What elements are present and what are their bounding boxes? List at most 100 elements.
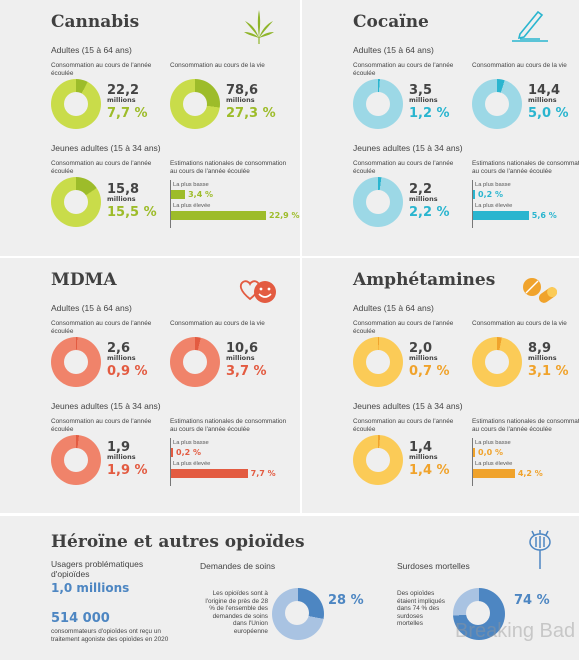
care-label: Demandes de soins [200, 561, 276, 571]
care-donut [272, 588, 324, 640]
care-pct: 28 % [328, 593, 364, 608]
adult-life-value: 78,6 [226, 83, 259, 98]
adult-year-value: 2,0 [409, 341, 433, 356]
adult-life-label: Consommation au cours de la vie [472, 62, 567, 69]
estimates-label: Estimations nationales de consommation a… [472, 160, 579, 175]
lowest-bar [473, 190, 475, 199]
millions-label: millions [107, 96, 136, 104]
young-year-label: Consommation au cours de l'année écoulée [51, 160, 152, 175]
adults-heading: Adultes (15 à 64 ans) [353, 45, 434, 55]
adult-life-donut [472, 337, 522, 387]
millions-label: millions [409, 354, 438, 362]
deaths-donut [453, 588, 505, 640]
highest-bar [473, 211, 529, 220]
adult-life-donut [170, 79, 220, 129]
millions-label: millions [226, 354, 255, 362]
adult-year-donut [51, 79, 101, 129]
young-year-pct: 2,2 % [409, 205, 450, 220]
lowest-value: 0,2 % [478, 190, 503, 199]
cocaine-panel [302, 0, 579, 256]
pill-capsule-icon [523, 278, 558, 303]
adult-life-donut [170, 337, 220, 387]
adult-year-label: Consommation au cours de l'année écoulée [51, 320, 152, 335]
young-heading: Jeunes adultes (15 à 34 ans) [353, 143, 463, 153]
highest-bar [171, 211, 266, 220]
adult-year-pct: 0,7 % [409, 364, 450, 379]
drug-title: Amphétamines [353, 270, 496, 290]
lowest-value: 0,0 % [478, 448, 503, 457]
young-year-label: Consommation au cours de l'année écoulée [353, 418, 454, 433]
young-year-donut [353, 177, 403, 227]
young-year-donut [51, 435, 101, 485]
watermark: Breaking Bad [455, 620, 576, 642]
adult-year-label: Consommation au cours de l'année écoulée [353, 320, 454, 335]
adult-year-pct: 7,7 % [107, 106, 148, 121]
lowest-bar [171, 190, 186, 199]
lowest-label: La plus basse [173, 440, 209, 446]
adult-life-pct: 3,1 % [528, 364, 569, 379]
adult-year-value: 2,6 [107, 341, 131, 356]
young-year-label: Consommation au cours de l'année écoulée [353, 160, 454, 175]
adult-year-donut [51, 337, 101, 387]
millions-label: millions [528, 354, 557, 362]
millions-label: millions [107, 453, 136, 461]
highest-value: 7,7 % [250, 469, 276, 478]
highest-bar [473, 469, 515, 478]
bar-axis [472, 180, 473, 228]
adult-life-label: Consommation au cours de la vie [170, 320, 265, 327]
pen-line-icon [512, 10, 548, 42]
lowest-value: 3,4 % [188, 190, 214, 199]
estimates-label: Estimations nationales de consommation a… [170, 418, 287, 433]
millions-label: millions [409, 96, 438, 104]
highest-label: La plus élevée [475, 203, 513, 209]
highest-label: La plus élevée [475, 461, 513, 467]
adult-year-donut [353, 79, 403, 129]
drug-title: MDMA [51, 270, 117, 290]
adult-year-pct: 1,2 % [409, 106, 450, 121]
treatment-text: consommateurs d'opioïdes ont reçu un tra… [51, 628, 169, 643]
problem-users-value: 1,0 millions [51, 581, 130, 595]
millions-label: millions [528, 96, 557, 104]
mdma-panel [0, 258, 300, 513]
adult-life-donut [472, 79, 522, 129]
adult-life-value: 14,4 [528, 83, 561, 98]
highest-value: 5,6 % [531, 211, 557, 220]
lowest-label: La plus basse [475, 182, 511, 188]
adult-life-value: 8,9 [528, 341, 552, 356]
poppy-icon [529, 530, 551, 569]
lowest-label: La plus basse [475, 440, 511, 446]
estimates-label: Estimations nationales de consommation a… [472, 418, 579, 433]
care-text: Les opioïdes sont à l'origine de près de… [205, 590, 268, 635]
young-year-pct: 1,4 % [409, 463, 450, 478]
smiley-heart-icon [239, 280, 276, 303]
lowest-bar [171, 448, 173, 457]
millions-label: millions [409, 453, 438, 461]
deaths-pct: 74 % [514, 593, 550, 608]
adult-life-pct: 27,3 % [226, 106, 276, 121]
adult-year-donut [353, 337, 403, 387]
adult-year-label: Consommation au cours de l'année écoulée [51, 62, 152, 77]
young-year-pct: 15,5 % [107, 205, 157, 220]
highest-value: 22,9 % [269, 211, 300, 220]
estimates-label: Estimations nationales de consommation a… [170, 160, 287, 175]
adult-life-pct: 5,0 % [528, 106, 569, 121]
young-year-label: Consommation au cours de l'année écoulée [51, 418, 152, 433]
adult-life-label: Consommation au cours de la vie [170, 62, 265, 69]
bar-axis [170, 438, 171, 486]
lowest-value: 0,2 % [176, 448, 201, 457]
young-year-donut [51, 177, 101, 227]
adult-life-label: Consommation au cours de la vie [472, 320, 567, 327]
adults-heading: Adultes (15 à 64 ans) [51, 45, 132, 55]
drug-title: Cocaïne [353, 12, 429, 32]
adults-heading: Adultes (15 à 64 ans) [353, 303, 434, 313]
millions-label: millions [226, 96, 255, 104]
bar-axis [472, 438, 473, 486]
highest-label: La plus élevée [173, 203, 211, 209]
adult-life-value: 10,6 [226, 341, 259, 356]
adult-year-pct: 0,9 % [107, 364, 148, 379]
adult-life-pct: 3,7 % [226, 364, 267, 379]
young-heading: Jeunes adultes (15 à 34 ans) [51, 401, 161, 411]
young-year-value: 2,2 [409, 182, 433, 197]
highest-bar [171, 469, 248, 478]
young-year-value: 1,4 [409, 440, 433, 455]
